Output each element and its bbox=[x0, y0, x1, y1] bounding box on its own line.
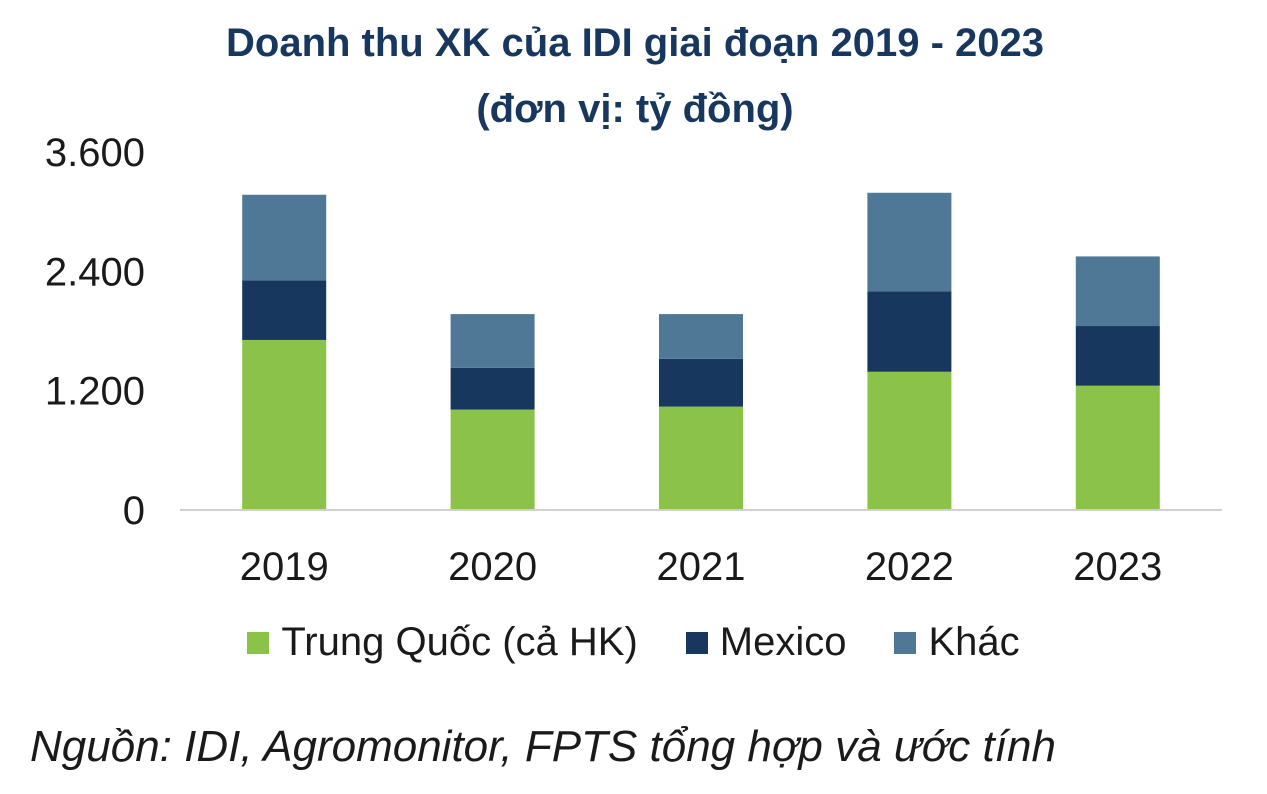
y-tick-label: 0 bbox=[123, 489, 145, 533]
bar-segment bbox=[450, 367, 535, 410]
x-tick-label: 2023 bbox=[1073, 545, 1162, 589]
bar-segment bbox=[867, 371, 952, 510]
bar-segment bbox=[867, 192, 952, 292]
legend-swatch bbox=[685, 631, 708, 654]
bar-segment bbox=[242, 339, 327, 510]
bar-segment bbox=[1075, 256, 1160, 327]
bar-segment bbox=[1075, 326, 1160, 386]
bar-segment bbox=[242, 280, 327, 340]
bar-segment bbox=[242, 194, 327, 281]
chart-title: Doanh thu XK của IDI giai đoạn 2019 - 20… bbox=[226, 21, 1044, 65]
legend-swatch bbox=[247, 631, 270, 654]
legend-swatch bbox=[894, 631, 917, 654]
bar-segment bbox=[450, 409, 535, 510]
bar-segment bbox=[659, 358, 743, 407]
legend-label: Khác bbox=[928, 620, 1020, 664]
legend-item: Mexico bbox=[685, 620, 847, 665]
chart-legend: Trung Quốc (cả HK) Mexico Khác bbox=[0, 620, 1267, 665]
legend-label: Trung Quốc (cả HK) bbox=[281, 620, 638, 664]
y-tick-label: 3.600 bbox=[45, 131, 145, 175]
legend-label: Mexico bbox=[719, 620, 847, 664]
chart-subtitle: (đơn vị: tỷ đồng) bbox=[476, 87, 794, 131]
x-tick-label: 2021 bbox=[657, 545, 746, 589]
bar-segment bbox=[450, 314, 535, 368]
bar-segment bbox=[659, 406, 743, 510]
x-tick-label: 2020 bbox=[448, 545, 537, 589]
source-note: Nguồn: IDI, Agromonitor, FPTS tổng hợp v… bbox=[30, 722, 1056, 771]
legend-item: Khác bbox=[894, 620, 1020, 665]
bar-segment bbox=[1075, 385, 1160, 510]
x-tick-label: 2022 bbox=[865, 545, 954, 589]
bar-segment bbox=[659, 314, 743, 359]
y-tick-label: 2.400 bbox=[45, 250, 145, 294]
legend-item: Trung Quốc (cả HK) bbox=[247, 620, 638, 665]
y-tick-label: 1.200 bbox=[45, 370, 145, 414]
stacked-bar-chart: 3.600 2.400 1.200 0 2019 2020 2021 2022 2023 bbox=[45, 131, 1222, 589]
x-tick-label: 2019 bbox=[240, 545, 329, 589]
bar-segment bbox=[867, 291, 952, 372]
